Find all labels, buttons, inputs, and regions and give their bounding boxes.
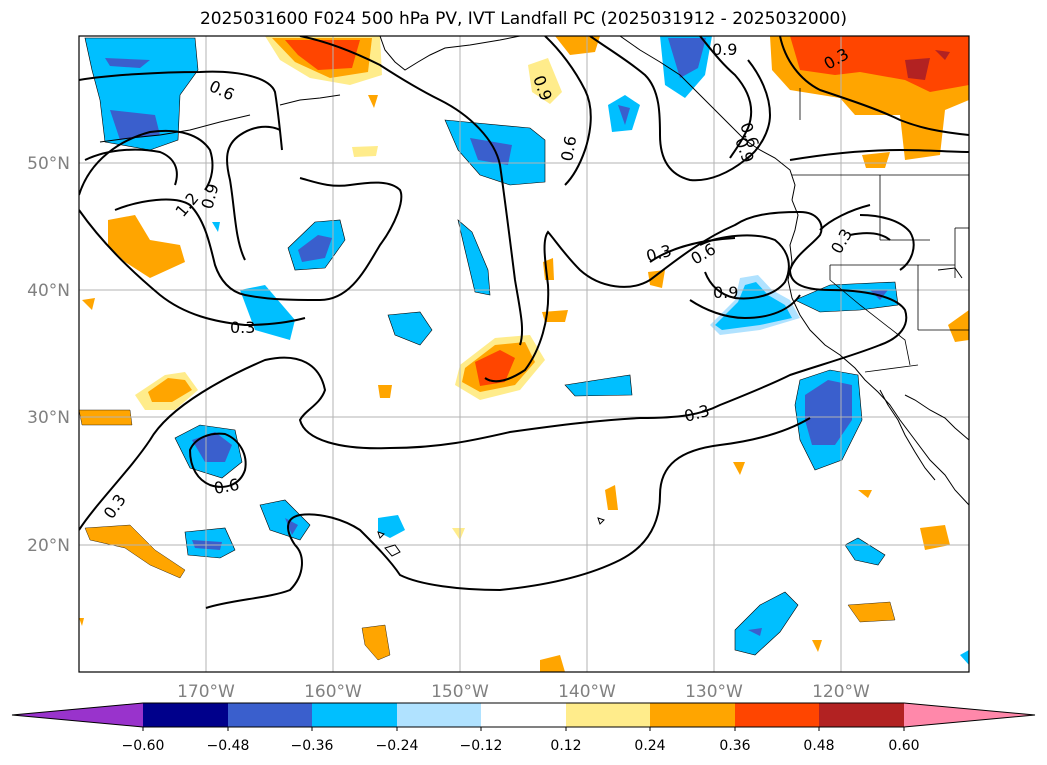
colorbar-segment [397,703,481,727]
colorbar-tick-label: −0.24 [376,738,419,754]
contour-label: 0.3 [230,318,255,337]
colorbar-tick-label: −0.36 [291,738,334,754]
contour-label: 0.9 [198,182,223,212]
colorbar-segment [481,703,566,727]
colorbar-tick-label: −0.48 [207,738,250,754]
colorbar-segment [650,703,735,727]
colorbar-segment [143,703,228,727]
contour-label: 0.9 [712,40,737,59]
lat-label: 40°N [27,281,70,301]
colorbar-segment [228,703,312,727]
borders [792,88,969,373]
colorbar-tick-label: 0.60 [888,738,919,754]
lat-label: 30°N [27,408,70,428]
latitude-labels: 50°N 40°N 30°N 20°N [27,154,70,556]
colorbar: −0.60 −0.48 −0.36 −0.24 −0.12 0.12 0.24 … [11,702,1036,754]
colorbar-tick-label: 0.12 [550,738,581,754]
contour-label: 0.3 [100,491,130,523]
lon-label: 160°W [304,682,362,702]
contour-label: 0.6 [212,475,240,498]
contour-label: 0.3 [682,401,712,426]
contour-label: 0.6 [206,76,237,104]
map-title: 2025031600 F024 500 hPa PV, IVT Landfall… [199,9,847,29]
longitude-labels: 170°W 160°W 150°W 140°W 130°W 120°W [177,682,870,702]
lon-label: 170°W [177,682,235,702]
colorbar-tick-label: 0.36 [719,738,750,754]
colorbar-segment [735,703,819,727]
shaded-field [79,36,969,672]
colorbar-segment [566,703,650,727]
lon-label: 140°W [558,682,616,702]
contour-label: 0.3 [827,225,856,257]
colorbar-segment [312,703,397,727]
colorbar-segment [819,703,904,727]
contour-lines [79,36,969,609]
contour-label: 0.9 [713,283,738,302]
coastlines [99,36,969,557]
lon-label: 120°W [812,682,870,702]
colorbar-tick-label: 0.48 [803,738,834,754]
colorbar-extend-low [12,703,143,727]
lat-label: 20°N [27,536,70,556]
map-frame [78,35,970,673]
lon-label: 150°W [431,682,489,702]
colorbar-extend-high [904,703,1035,727]
lat-label: 50°N [27,154,70,174]
contour-label: 0.3 [644,241,674,266]
colorbar-tick-label: 0.24 [634,738,665,754]
colorbar-tick-label: −0.60 [122,738,165,754]
colorbar-tick-label: −0.12 [460,738,503,754]
lon-label: 130°W [685,682,743,702]
contour-label: 0.6 [557,134,580,162]
gridlines [79,36,969,672]
